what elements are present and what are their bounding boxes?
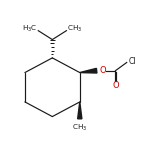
Text: CH$_3$: CH$_3$ xyxy=(67,24,83,34)
Text: O: O xyxy=(112,81,119,90)
Text: Cl: Cl xyxy=(128,57,136,66)
Polygon shape xyxy=(80,68,97,73)
Text: O: O xyxy=(99,66,106,75)
Text: CH$_3$: CH$_3$ xyxy=(72,123,87,133)
Text: H$_3$C: H$_3$C xyxy=(22,24,37,34)
Polygon shape xyxy=(78,102,82,119)
